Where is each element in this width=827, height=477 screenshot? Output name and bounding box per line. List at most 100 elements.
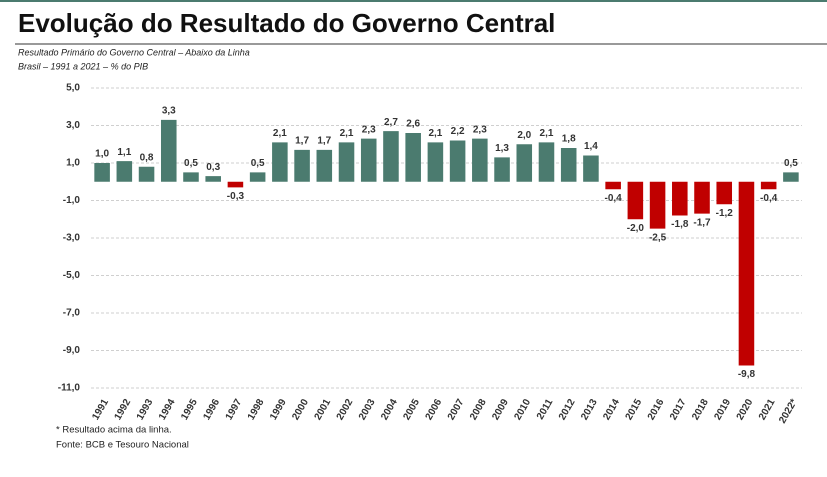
x-tick-label: 2010 — [512, 397, 533, 422]
bar — [338, 142, 355, 182]
bar — [672, 181, 688, 216]
bar — [360, 138, 377, 182]
bar — [738, 181, 755, 366]
x-tick-label: 2002 — [335, 397, 356, 422]
data-label: 3,3 — [162, 106, 176, 117]
bar — [183, 172, 199, 182]
bar — [649, 181, 666, 229]
y-tick-label: 5,0 — [66, 83, 80, 94]
data-label: 2,2 — [451, 126, 465, 137]
x-tick-label: 2021 — [757, 397, 778, 422]
bar — [272, 142, 288, 182]
bar — [449, 140, 466, 182]
data-label: 2,6 — [406, 119, 420, 130]
data-label: -1,2 — [716, 208, 734, 219]
bar — [605, 181, 621, 190]
x-tick-label: 2019 — [712, 397, 733, 422]
x-tick-label: 2018 — [690, 397, 711, 422]
x-tick-label: 1993 — [135, 397, 156, 422]
data-label: -1,7 — [693, 217, 711, 228]
data-label: 1,1 — [117, 147, 131, 158]
bar — [560, 148, 577, 182]
bar — [160, 119, 177, 182]
data-label: -0,4 — [760, 193, 778, 204]
footnote: Fonte: BCB e Tesouro Nacional — [56, 440, 189, 451]
x-tick-label: 1997 — [224, 397, 245, 422]
y-tick-label: -11,0 — [58, 383, 81, 394]
x-tick-label: 1992 — [113, 397, 134, 422]
y-tick-label: -7,0 — [63, 308, 81, 319]
x-tick-label: 2008 — [468, 397, 489, 422]
data-label: -0,4 — [605, 193, 623, 204]
data-label: -1,8 — [671, 219, 689, 230]
bar — [694, 181, 710, 214]
bar — [538, 142, 555, 182]
bar — [249, 172, 266, 182]
data-label: 0,5 — [784, 158, 798, 169]
bar — [205, 176, 221, 182]
data-label: 2,3 — [473, 124, 487, 135]
x-tick-label: 1996 — [201, 397, 222, 422]
bar — [760, 181, 777, 190]
bar — [405, 133, 421, 182]
x-tick-label: 2015 — [624, 397, 645, 422]
x-tick-label: 2020 — [735, 397, 756, 422]
y-tick-label: -1,0 — [63, 195, 81, 206]
chart-title: Evolução do Resultado do Governo Central — [18, 8, 555, 38]
x-tick-label: 1991 — [90, 397, 111, 422]
subtitle: Resultado Primário do Governo Central – … — [18, 47, 250, 57]
bar — [138, 166, 155, 182]
bar — [627, 181, 644, 220]
data-label: -2,5 — [649, 232, 667, 243]
x-tick-label: 2011 — [535, 397, 556, 422]
data-label: 2,3 — [362, 124, 376, 135]
x-tick-label: 2004 — [379, 397, 400, 422]
data-label: 2,0 — [517, 130, 531, 141]
bar — [116, 161, 133, 182]
data-label: 2,1 — [340, 128, 354, 139]
bar — [427, 142, 444, 182]
x-tick-label: 2009 — [490, 397, 511, 422]
x-tick-label: 2012 — [557, 397, 578, 422]
bar — [516, 144, 533, 182]
x-tick-label: 2007 — [446, 397, 467, 422]
data-label: 0,5 — [184, 158, 198, 169]
data-label: -2,0 — [627, 223, 645, 234]
data-label: 1,4 — [584, 141, 598, 152]
bar — [383, 131, 399, 182]
footnote: * Resultado acima da linha. — [56, 425, 172, 436]
x-tick-label: 2001 — [313, 397, 334, 422]
data-label: 0,8 — [140, 152, 154, 163]
data-label: 1,8 — [562, 134, 576, 145]
bar — [472, 138, 488, 182]
x-tick-label: 1994 — [157, 397, 178, 422]
bar — [783, 172, 799, 182]
y-tick-label: -3,0 — [63, 233, 81, 244]
x-tick-label: 2017 — [668, 397, 689, 422]
x-tick-label: 2016 — [646, 397, 667, 422]
y-tick-label: 1,0 — [66, 158, 80, 169]
data-label: 0,3 — [206, 162, 220, 173]
data-label: 2,7 — [384, 117, 398, 128]
data-label: 0,5 — [251, 158, 265, 169]
top-border — [0, 0, 827, 2]
bar — [494, 157, 510, 182]
x-tick-label: 2005 — [401, 397, 422, 422]
y-tick-label: -9,0 — [63, 345, 81, 356]
data-label: 1,7 — [317, 136, 331, 147]
bar — [294, 149, 310, 182]
x-tick-label: 2000 — [290, 397, 311, 422]
bar — [227, 181, 244, 188]
data-label: -0,3 — [227, 191, 245, 202]
data-label: 2,1 — [540, 128, 554, 139]
data-label: 1,3 — [495, 143, 509, 154]
x-tick-label: 1999 — [268, 397, 289, 422]
bar — [583, 155, 599, 182]
data-label: 2,1 — [428, 128, 442, 139]
data-label: 2,1 — [273, 128, 287, 139]
x-tick-label: 2006 — [424, 397, 445, 422]
bar — [716, 181, 733, 205]
x-tick-label: 2022* — [777, 397, 800, 425]
x-tick-label: 1995 — [179, 397, 200, 422]
